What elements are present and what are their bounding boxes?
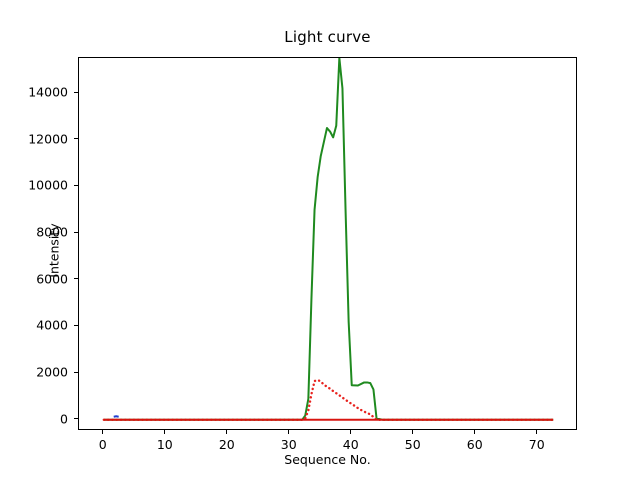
y-tick-label: 10000 (28, 177, 68, 193)
x-tick-label: 10 (156, 437, 173, 452)
y-tick-label: 4000 (36, 317, 68, 333)
x-tick-mark (226, 430, 228, 434)
x-tick-mark (288, 430, 290, 434)
x-tick-label: 50 (404, 437, 421, 452)
y-tick-mark (74, 418, 78, 420)
x-tick-mark (102, 430, 104, 434)
x-tick-label: 30 (280, 437, 297, 452)
x-tick-label: 40 (342, 437, 359, 452)
plot-svg (102, 58, 555, 421)
x-tick-label: 60 (466, 437, 483, 452)
x-tick-mark (164, 430, 166, 434)
y-tick-mark (74, 278, 78, 280)
x-tick-label: 0 (98, 437, 107, 452)
y-tick-label: 12000 (28, 131, 68, 147)
series-green-curve (103, 58, 554, 421)
x-axis-label: Sequence No. (284, 452, 371, 467)
page-title: Light curve (284, 28, 371, 46)
y-tick-label: 14000 (28, 84, 68, 100)
plot-area (78, 57, 577, 430)
x-tick-label: 20 (218, 437, 235, 452)
x-tick-mark (412, 430, 414, 434)
series-red-dotted-curve (102, 378, 555, 421)
y-tick-mark (74, 91, 78, 93)
y-tick-mark (74, 371, 78, 373)
y-axis-label: Intensity (46, 223, 62, 278)
y-tick-label: 0 (60, 411, 68, 427)
y-tick-mark (74, 184, 78, 186)
y-tick-label: 8000 (36, 224, 68, 240)
x-tick-mark (350, 430, 352, 434)
y-tick-label: 6000 (36, 271, 68, 287)
y-tick-label: 2000 (36, 364, 68, 380)
y-tick-mark (74, 138, 78, 140)
y-tick-mark (74, 324, 78, 327)
x-tick-mark (474, 430, 476, 434)
x-tick-mark (536, 430, 538, 434)
x-tick-label: 70 (528, 437, 545, 452)
y-tick-mark (74, 231, 78, 233)
